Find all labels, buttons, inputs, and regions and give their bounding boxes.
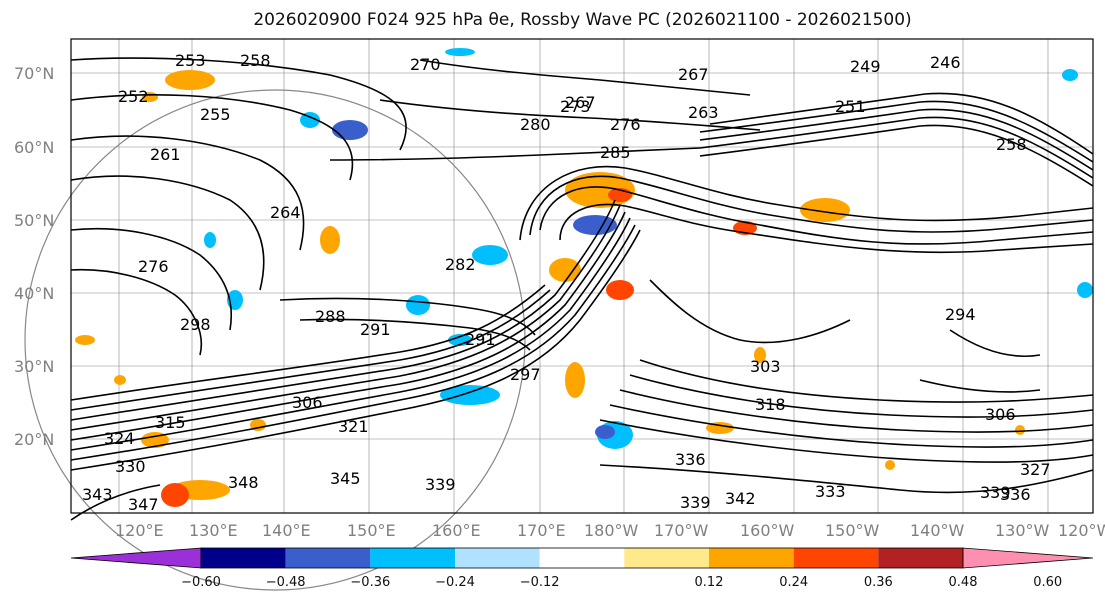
contour-label: 327 [1020,460,1051,479]
contour-label: 336 [675,450,706,469]
theta-e-contours [70,57,1094,521]
contour-label: 276 [138,257,169,276]
lat-label: 20°N [14,430,54,449]
contour-label: 267 [565,93,596,112]
lon-label: 150°W [825,521,880,540]
contour-label: 280 [520,115,551,134]
colorbar-tick-label: −0.36 [350,575,390,590]
contour-labels: 253 258 270 267 267 276 263 249 246 251 … [82,51,1051,514]
lon-label: 180°W [584,521,639,540]
colorbar-segment [624,548,709,568]
lon-label: 150°E [347,521,396,540]
lon-label: 140°E [262,521,311,540]
anomaly-shading [75,48,1093,507]
contour-label: 336 [1000,485,1031,504]
contour-label: 339 [425,475,456,494]
colorbar-extend-min [70,547,202,569]
latitude-labels: 70°N 60°N 50°N 40°N 30°N 20°N [14,64,54,449]
contour-label: 251 [835,97,866,116]
colorbar-segment [793,548,879,568]
lat-label: 40°N [14,284,54,303]
contour-label: 282 [445,255,476,274]
contour-label: 306 [985,405,1016,424]
colorbar-segment [539,548,625,568]
colorbar-segment [370,548,455,568]
contour-label: 306 [292,393,323,412]
contour-label: 298 [180,315,211,334]
lon-label: 160°W [740,521,795,540]
lon-label: 130°E [189,521,238,540]
colorbar-segment [285,548,371,568]
lat-label: 60°N [14,138,54,157]
colorbar-segment [201,548,286,568]
contour-label: 276 [610,115,641,134]
contour-label: 343 [82,485,113,504]
colorbar-tick-label: 0.36 [864,575,893,590]
contour-label: 324 [104,429,135,448]
colorbar-tick-label: −0.12 [520,575,560,590]
colorbar: −0.60 −0.48 −0.36 −0.24 −0.12 0.12 0.24 0.36 0.4… [70,547,1094,590]
longitude-labels: 120°E 130°E 140°E 150°E 160°E 170°E 180°… [115,521,1105,540]
contour-label: 321 [338,417,369,436]
contour-label: 342 [725,489,756,508]
colorbar-tick-label: −0.24 [435,575,475,590]
lat-label: 30°N [14,357,54,376]
contour-label: 291 [465,330,496,349]
lon-label: 170°W [654,521,709,540]
contour-label: 255 [200,105,231,124]
lat-label: 50°N [14,211,54,230]
lon-label: 130°W [995,521,1050,540]
contour-label: 264 [270,203,301,222]
contour-label: 258 [996,135,1027,154]
contour-label: 333 [815,482,846,501]
colorbar-segment [455,548,540,568]
colorbar-tick-label: 0.60 [1033,575,1062,590]
lat-label: 70°N [14,64,54,83]
contour-label: 288 [315,307,346,326]
lon-label: 120°W [1058,521,1105,540]
contour-label: 270 [410,55,441,74]
contour-label: 330 [115,457,146,476]
colorbar-tick-label: 0.12 [695,575,724,590]
contour-label: 318 [755,395,786,414]
lon-label: 140°W [910,521,965,540]
contour-label: 291 [360,320,391,339]
contour-label: 294 [945,305,976,324]
contour-label: 285 [600,143,631,162]
contour-label: 258 [240,51,271,70]
colorbar-extend-max [962,547,1094,569]
contour-label: 273 [560,97,591,116]
lon-label: 170°E [517,521,566,540]
contour-label: 315 [155,413,186,432]
colorbar-segment [878,548,963,568]
contour-label: 303 [750,357,781,376]
colorbar-tick-label: 0.48 [949,575,978,590]
contour-label: 345 [330,469,361,488]
contour-label: 249 [850,57,881,76]
colorbar-tick-label: −0.60 [181,575,221,590]
plot-title: 2026020900 F024 925 hPa θe, Rossby Wave … [253,10,912,30]
colorbar-tick-label: 0.24 [779,575,808,590]
lon-label: 160°E [432,521,481,540]
colorbar-tick-label: −0.48 [266,575,306,590]
contour-label: 339 [980,483,1011,502]
colorbar-segment [709,548,794,568]
contour-label: 297 [510,365,541,384]
reference-circle [24,89,526,591]
lon-label: 120°E [115,521,164,540]
contour-label: 252 [118,87,149,106]
contour-label: 246 [930,53,961,72]
contour-label: 261 [150,145,181,164]
contour-label: 348 [228,473,259,492]
map-border [70,38,1094,514]
contour-label: 339 [680,493,711,512]
contour-label: 347 [128,495,159,514]
colorbar-frame [200,547,964,569]
contour-label: 263 [688,103,719,122]
contour-label: 267 [678,65,709,84]
contour-label: 253 [175,51,206,70]
